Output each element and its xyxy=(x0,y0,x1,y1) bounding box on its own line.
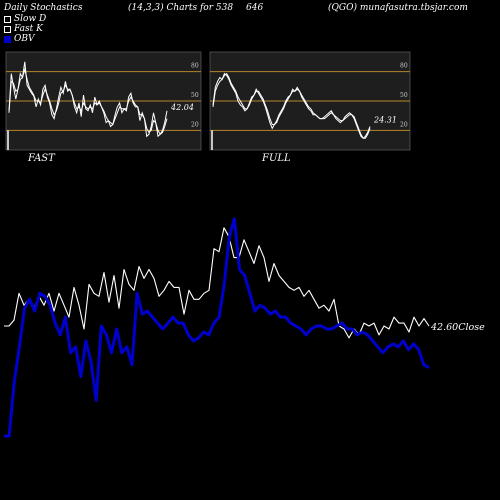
series-line-slow-d xyxy=(212,72,371,139)
chart-code: 646 xyxy=(246,3,264,13)
obv-line xyxy=(4,217,430,438)
y-tick-label: 80 xyxy=(400,63,408,70)
panel-label-full: FULL xyxy=(262,153,291,164)
chart-params: (14,3,3) Charts for 538 xyxy=(128,3,234,13)
y-tick-label: 20 xyxy=(191,121,199,128)
last-value-label: 24.31 xyxy=(373,115,397,124)
legend-label-slow-d: Slow D xyxy=(14,14,47,24)
legend-obv: OBV xyxy=(4,34,35,44)
panel-label-fast: FAST xyxy=(28,153,55,164)
legend-swatch-obv xyxy=(4,35,11,43)
y-tick-label: 50 xyxy=(191,92,199,99)
stoch-panel-fast: 20 50 80 42.04 xyxy=(5,51,202,151)
y-tick-label: 80 xyxy=(191,63,199,70)
legend-swatch-fast-k xyxy=(4,25,11,33)
price-obv-panel: 42.60Close xyxy=(4,217,485,438)
stoch-panel-full: 20 50 80 24.31 xyxy=(209,51,411,151)
legend-label-obv: OBV xyxy=(14,34,35,44)
close-value-label: 42.60Close xyxy=(430,322,485,333)
last-value-label: 42.04 xyxy=(170,103,194,112)
legend-slow-d: Slow D xyxy=(4,14,46,24)
y-tick-label: 50 xyxy=(400,92,408,99)
legend-fast-k: Fast K xyxy=(4,24,43,34)
chart-source: (QGO) munafasutra.tbsjar.com xyxy=(328,3,468,13)
legend-label-fast-k: Fast K xyxy=(14,24,43,34)
chart-title: Daily Stochastics xyxy=(4,3,83,13)
series-line-slow-d xyxy=(8,67,168,136)
series-line-fast-k xyxy=(8,61,168,138)
y-tick-label: 20 xyxy=(400,121,408,128)
legend-swatch-slow-d xyxy=(4,15,11,23)
